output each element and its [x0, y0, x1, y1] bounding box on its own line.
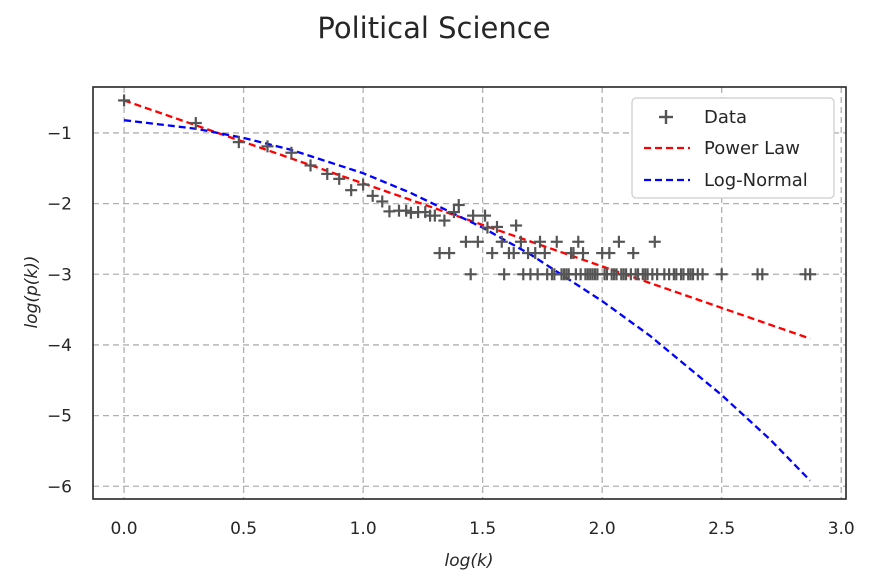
data-point	[486, 247, 499, 260]
x-tick-label: 1.5	[469, 519, 496, 539]
data-point	[514, 235, 527, 248]
y-tick-label: −5	[47, 407, 72, 427]
data-point	[510, 219, 523, 232]
x-tick-label: 1.0	[350, 519, 377, 539]
y-axis-ticks: −1 −2 −3 −4 −5 −6	[47, 124, 72, 497]
data-point	[612, 235, 625, 248]
y-axis-label: log(p(k))	[22, 255, 42, 328]
chart-title: Political Science	[317, 11, 550, 45]
data-point	[189, 117, 202, 130]
data-point	[538, 247, 551, 260]
data-point	[467, 209, 480, 222]
data-point	[376, 195, 389, 208]
data-point	[285, 146, 298, 159]
legend-label-log-normal: Log-Normal	[704, 170, 808, 191]
data-point	[756, 268, 769, 281]
data-point	[507, 247, 520, 260]
data-point	[534, 235, 547, 248]
data-point	[452, 199, 465, 212]
data-point	[321, 167, 334, 180]
data-point	[345, 184, 358, 197]
data-point	[495, 235, 508, 248]
data-point	[428, 209, 441, 222]
y-tick-label: −1	[47, 124, 72, 144]
y-tick-label: −4	[47, 336, 72, 356]
data-point	[366, 189, 379, 202]
data-point	[464, 268, 477, 281]
data-point	[715, 268, 728, 281]
y-tick-label: −3	[47, 265, 72, 285]
legend-label-data: Data	[704, 107, 747, 128]
legend: Data Power Law Log-Normal	[631, 97, 835, 199]
data-point	[498, 268, 511, 281]
data-point	[804, 268, 817, 281]
data-point	[443, 247, 456, 260]
legend-label-power-law: Power Law	[704, 138, 800, 159]
data-point	[577, 247, 590, 260]
plot-frame	[92, 86, 847, 500]
data-point	[232, 136, 245, 149]
y-tick-label: −6	[47, 477, 72, 497]
y-tick-label: −2	[47, 195, 72, 215]
data-point	[438, 214, 451, 227]
x-axis-ticks: 0.0 0.5 1.0 1.5 2.0 2.5 3.0	[111, 519, 855, 539]
data-point	[550, 235, 563, 248]
x-tick-label: 0.5	[230, 519, 257, 539]
x-axis-label: log(k)	[444, 551, 493, 571]
data-point	[603, 247, 616, 260]
data-point	[118, 94, 131, 107]
x-tick-label: 2.0	[589, 519, 616, 539]
data-point	[447, 206, 460, 219]
x-tick-label: 2.5	[708, 519, 735, 539]
data-point	[357, 178, 370, 191]
data-point	[261, 140, 274, 153]
x-tick-label: 3.0	[828, 519, 855, 539]
data-point	[648, 235, 661, 248]
data-point	[459, 235, 472, 248]
data-point	[490, 220, 503, 233]
legend-marker-data	[659, 110, 673, 124]
data-point	[572, 235, 585, 248]
legend-box	[631, 97, 835, 199]
data-point	[333, 172, 346, 185]
data-point	[479, 209, 492, 222]
data-point	[304, 159, 317, 172]
data-point	[627, 247, 640, 260]
data-scatter	[118, 94, 817, 281]
x-tick-label: 0.0	[111, 519, 138, 539]
data-point	[471, 235, 484, 248]
data-point	[696, 268, 709, 281]
